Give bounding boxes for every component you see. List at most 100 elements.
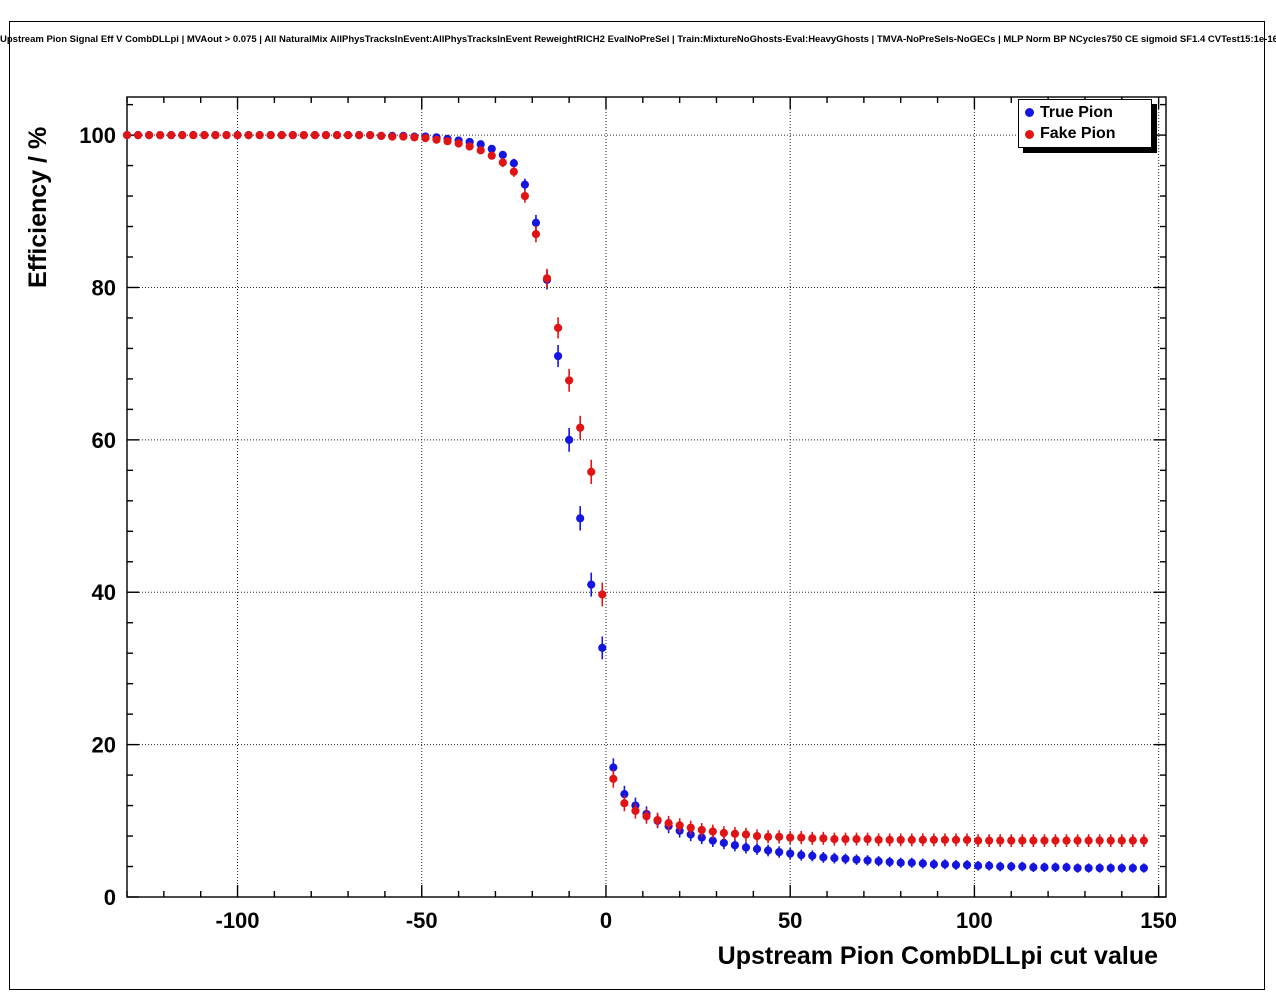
plot-frame <box>126 96 1167 898</box>
data-point <box>719 828 728 838</box>
data-point <box>896 858 905 867</box>
data-point <box>929 860 938 869</box>
data-point <box>122 130 132 140</box>
x-axis-title: Upstream Pion CombDLLpi cut value <box>717 942 1158 970</box>
data-point <box>874 857 883 866</box>
data-point <box>1073 836 1082 845</box>
data-point <box>587 467 596 476</box>
data-point <box>509 159 518 168</box>
data-point <box>918 859 927 868</box>
data-point <box>763 832 773 841</box>
data-point <box>841 854 850 864</box>
x-tick-label: -100 <box>216 908 260 933</box>
data-point <box>719 838 728 848</box>
data-point <box>940 835 950 844</box>
data-point <box>1029 836 1038 845</box>
data-point <box>1139 863 1148 873</box>
data-point <box>786 849 795 858</box>
data-point <box>697 833 706 842</box>
plot-title: Upstream Pion Signal Eff V CombDLLpi | M… <box>0 34 1276 45</box>
gridlines <box>127 97 1166 897</box>
data-point <box>752 844 762 854</box>
data-point <box>819 834 828 843</box>
data-point <box>730 829 740 838</box>
data-point <box>487 151 496 160</box>
data-point <box>951 835 961 844</box>
y-axis-title: Efficiency / % <box>24 126 52 288</box>
y-tick-label: 100 <box>79 123 116 148</box>
data-point <box>642 812 651 821</box>
data-point <box>940 860 950 869</box>
data-point <box>1095 836 1104 845</box>
x-tick-label: 150 <box>1140 908 1177 933</box>
legend-label-fake-pion: Fake Pion <box>1040 125 1116 143</box>
data-point <box>145 130 154 140</box>
data-point <box>797 850 806 860</box>
tick-labels: -100 -50 0 50 100 150 0 20 40 60 80 100 <box>79 123 1177 933</box>
data-point <box>951 860 961 870</box>
data-point <box>852 855 861 864</box>
data-point <box>465 142 474 151</box>
data-point <box>520 191 530 201</box>
data-point <box>1040 836 1049 845</box>
data-point <box>885 857 894 867</box>
y-tick-label: 20 <box>92 733 116 758</box>
data-point <box>1040 863 1049 872</box>
data-point <box>819 853 828 862</box>
data-point <box>996 862 1005 871</box>
data-point <box>321 130 331 140</box>
data-point <box>841 834 850 844</box>
data-point <box>996 836 1005 845</box>
data-point <box>962 835 972 844</box>
data-point <box>531 230 541 239</box>
data-point <box>266 130 275 140</box>
data-point <box>587 580 596 589</box>
data-point <box>421 134 430 143</box>
data-point <box>1084 863 1093 873</box>
series-true-pion <box>122 130 1148 873</box>
data-point <box>609 774 618 784</box>
data-point <box>432 135 441 144</box>
data-point <box>664 818 673 828</box>
data-point <box>1073 863 1082 873</box>
data-point <box>1106 863 1115 873</box>
data-point <box>631 806 640 816</box>
x-tick-label: 50 <box>778 908 802 933</box>
data-point <box>565 376 574 385</box>
data-point <box>1051 863 1060 872</box>
data-point <box>1062 836 1071 845</box>
data-point <box>686 823 695 832</box>
fake-pion-marker-icon <box>1025 129 1034 139</box>
data-point <box>1018 862 1027 871</box>
data-point <box>775 847 784 857</box>
data-point <box>1117 836 1126 845</box>
data-point <box>730 841 740 850</box>
data-point <box>476 140 485 149</box>
data-point <box>211 130 220 140</box>
data-point <box>410 133 419 142</box>
data-point <box>973 861 983 870</box>
data-point <box>741 843 751 852</box>
data-point <box>200 130 209 140</box>
y-tick-label: 0 <box>104 885 116 910</box>
legend: True Pion Fake Pion <box>1018 99 1152 148</box>
data-point <box>675 821 684 830</box>
data-point <box>565 435 574 444</box>
data-point <box>907 858 916 867</box>
data-point <box>1062 863 1071 872</box>
data-point <box>178 130 187 140</box>
data-point <box>542 274 552 283</box>
data-point <box>443 137 452 146</box>
data-point <box>918 835 927 844</box>
y-tick-label: 80 <box>92 275 116 300</box>
data-point <box>388 132 397 141</box>
true-pion-marker-icon <box>1025 108 1034 118</box>
y-tick-label: 60 <box>92 428 116 453</box>
data-point <box>598 590 607 599</box>
data-point <box>708 827 717 836</box>
data-point <box>310 130 320 140</box>
data-point <box>863 834 872 844</box>
data-point <box>288 130 297 140</box>
data-point <box>697 825 706 835</box>
